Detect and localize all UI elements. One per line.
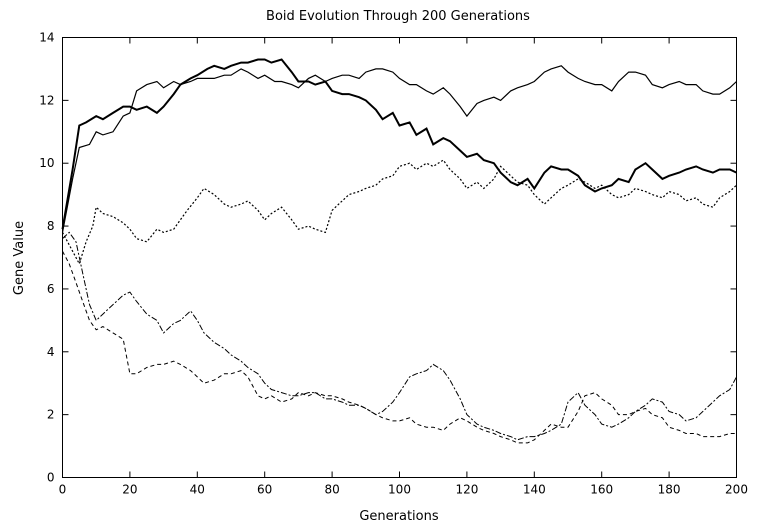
plot-frame bbox=[62, 37, 737, 478]
y-tick-label: 8 bbox=[47, 219, 55, 233]
y-tick-label: 6 bbox=[47, 282, 55, 296]
y-axis: 0 2 4 6 8 10 12 14 bbox=[39, 31, 737, 485]
x-tick-label: 160 bbox=[590, 483, 613, 497]
series-line-2 bbox=[61, 58, 737, 230]
x-tick-label: 100 bbox=[388, 483, 411, 497]
x-tick-label: 200 bbox=[725, 483, 748, 497]
y-tick-label: 10 bbox=[39, 156, 54, 170]
y-tick-label: 4 bbox=[47, 345, 55, 359]
x-axis: 0 20 40 60 80 100 120 140 160 180 200 bbox=[59, 37, 748, 497]
series-line-4 bbox=[62, 231, 737, 441]
series-line-1 bbox=[61, 65, 737, 233]
series-line-5 bbox=[62, 250, 737, 444]
y-tick-label: 0 bbox=[47, 471, 55, 485]
y-axis-label: Gene Value bbox=[12, 221, 27, 295]
x-axis-label: Generations bbox=[359, 509, 439, 524]
x-tick-label: 20 bbox=[122, 483, 137, 497]
x-tick-label: 120 bbox=[455, 483, 478, 497]
x-tick-label: 80 bbox=[324, 483, 339, 497]
series-line-3 bbox=[61, 159, 737, 266]
x-tick-label: 60 bbox=[257, 483, 272, 497]
series-layer bbox=[61, 58, 737, 444]
x-tick-label: 40 bbox=[190, 483, 205, 497]
y-tick-label: 12 bbox=[39, 93, 54, 107]
chart-title: Boid Evolution Through 200 Generations bbox=[266, 9, 530, 24]
x-tick-label: 180 bbox=[658, 483, 681, 497]
x-tick-label: 140 bbox=[523, 483, 546, 497]
x-tick-label: 0 bbox=[59, 483, 67, 497]
y-tick-label: 14 bbox=[39, 31, 54, 45]
y-tick-label: 2 bbox=[47, 408, 55, 422]
